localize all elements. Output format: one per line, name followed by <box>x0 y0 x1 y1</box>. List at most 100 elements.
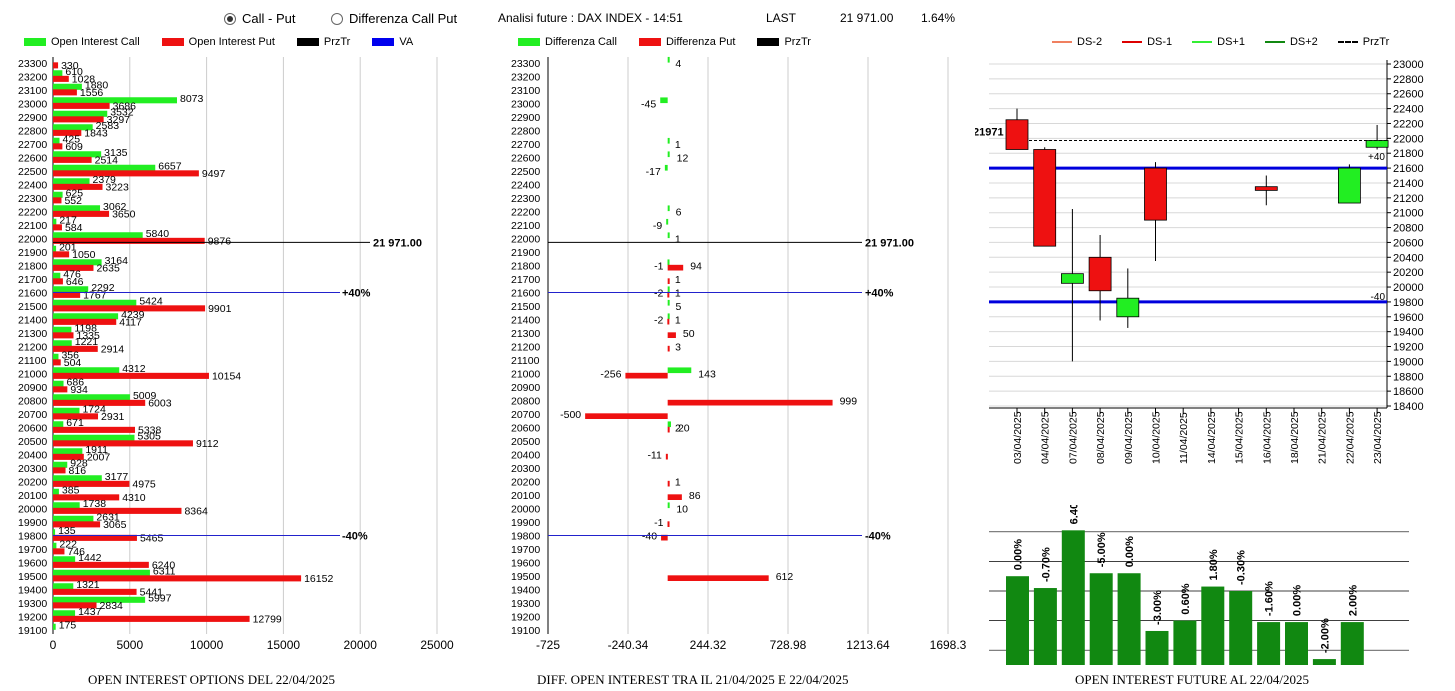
call-value-label: 217 <box>59 215 77 227</box>
future-oi-bar <box>1006 576 1029 665</box>
put-value-label: 16152 <box>304 573 333 585</box>
put-value-label: 4310 <box>122 492 146 504</box>
call-value-label: 5305 <box>137 431 161 443</box>
diff-value-label: 1 <box>675 288 681 300</box>
strike-label: 22500 <box>511 166 540 178</box>
legend-swatch <box>638 38 661 46</box>
legend-label: DS-2 <box>1077 36 1103 48</box>
x-tick-label: 14/04/2025 <box>1206 411 1218 464</box>
put-value-label: 746 <box>67 546 85 558</box>
put-value-label: 1028 <box>72 74 96 86</box>
strike-label: 20300 <box>18 463 47 475</box>
put-value-label: 2931 <box>101 411 125 423</box>
y-tick-label: 21400 <box>1393 178 1424 190</box>
call-value-label: 385 <box>62 485 80 497</box>
strike-label: 21200 <box>511 342 540 354</box>
x-tick-label: 08/04/2025 <box>1095 411 1107 464</box>
diff-put-bar <box>625 372 668 379</box>
candle-body <box>1088 256 1112 292</box>
legend-oi: Open Interest Call Open Interest Put PrzTr… <box>24 36 429 48</box>
put-bar <box>53 143 63 150</box>
radio-differenza-dot[interactable] <box>331 12 343 25</box>
put-value-label: 8364 <box>184 506 208 518</box>
strike-label: 21000 <box>18 369 47 381</box>
legend-item: Open Interest Put <box>161 36 275 48</box>
strike-label: 20400 <box>511 450 540 462</box>
y-tick-label: 23000 <box>1393 59 1424 71</box>
call-value-label: 4239 <box>121 309 145 321</box>
put-bar <box>53 521 101 528</box>
y-tick-label: 19200 <box>1393 342 1424 354</box>
legend-item: Differenza Call <box>518 36 617 48</box>
put-bar <box>53 197 62 204</box>
legend-label: DS+2 <box>1289 36 1318 48</box>
x-tick-label: 18/04/2025 <box>1289 411 1301 464</box>
diff-value-label: 50 <box>683 328 695 340</box>
header-last-label: LAST <box>766 11 797 25</box>
future-oi-label: 6.40% <box>1068 505 1080 524</box>
strike-label: 21000 <box>511 369 540 381</box>
call-bar <box>53 299 137 306</box>
diff-value-label: 1 <box>675 234 681 246</box>
diff-call-bar <box>667 367 692 374</box>
call-bar <box>53 259 102 266</box>
strike-label: 22000 <box>18 234 47 246</box>
put-bar <box>53 210 110 217</box>
diff-value-label: 86 <box>689 490 701 502</box>
put-bar <box>53 372 209 379</box>
radio-call-put-dot[interactable] <box>224 12 236 25</box>
diff-call-bar <box>667 205 670 212</box>
diff-value-label: -1 <box>654 261 663 273</box>
diff-value-label: 1 <box>675 274 681 286</box>
y-tick-label: 20000 <box>1393 282 1424 294</box>
call-bar <box>53 164 156 171</box>
put-bar <box>53 75 69 82</box>
call-bar <box>53 623 56 630</box>
put-value-label: 330 <box>61 60 79 72</box>
legend-item: VA <box>372 36 413 48</box>
call-bar <box>53 434 135 441</box>
put-bar <box>53 548 65 555</box>
legend-label: PrzTr <box>1362 36 1390 48</box>
legend-label: Open Interest Call <box>51 36 140 48</box>
call-value-label: 1880 <box>85 80 109 92</box>
diff-value-label: 6 <box>676 207 682 219</box>
candlestick-chart: 23000 22800 22600 22400 22200 22000 21800 21600… <box>975 59 1424 464</box>
x-tick-label: 15000 <box>267 638 301 652</box>
call-bar <box>53 353 59 360</box>
put-bar <box>53 426 135 433</box>
diff-call-bar <box>664 164 668 171</box>
put-bar <box>53 224 62 231</box>
diff-value-label: 143 <box>698 369 716 381</box>
strike-label: 22200 <box>18 207 47 219</box>
strike-label: 22400 <box>511 180 540 192</box>
diff-value-label: -2 <box>654 288 663 300</box>
strike-label: 22900 <box>18 112 47 124</box>
future-oi-bar <box>1117 573 1141 665</box>
put-bar <box>53 183 103 190</box>
radio-call-put[interactable]: Call - Put <box>224 11 295 26</box>
strike-label: 23100 <box>18 85 47 97</box>
legend-label: DS-1 <box>1147 36 1173 48</box>
strike-label: 21500 <box>511 301 540 313</box>
radio-differenza[interactable]: Differenza Call Put <box>331 11 457 26</box>
x-tick-label: 16/04/2025 <box>1261 411 1273 464</box>
strike-label: 22600 <box>18 153 47 165</box>
diff-put-bar <box>667 264 684 271</box>
y-tick-label: 19800 <box>1393 297 1424 309</box>
diff-call-bar <box>667 151 670 158</box>
strike-label: 21100 <box>18 355 47 367</box>
oi-chart-title: OPEN INTEREST OPTIONS DEL 22/04/2025 <box>88 672 335 687</box>
diff-value-label: 4 <box>675 58 681 70</box>
legend-label: VA <box>399 36 414 48</box>
legend-label: PrzTr <box>323 36 351 48</box>
y-tick-label: 21600 <box>1393 163 1424 175</box>
put-value-label: 3686 <box>113 101 137 113</box>
legend-swatch <box>1264 41 1285 43</box>
call-value-label: 5009 <box>133 390 157 402</box>
call-value-label: 6657 <box>158 161 182 173</box>
put-bar <box>53 156 92 163</box>
strike-label: 21700 <box>18 274 47 286</box>
diff-value-label: 20 <box>678 423 690 435</box>
diff-put-bar <box>585 413 668 419</box>
